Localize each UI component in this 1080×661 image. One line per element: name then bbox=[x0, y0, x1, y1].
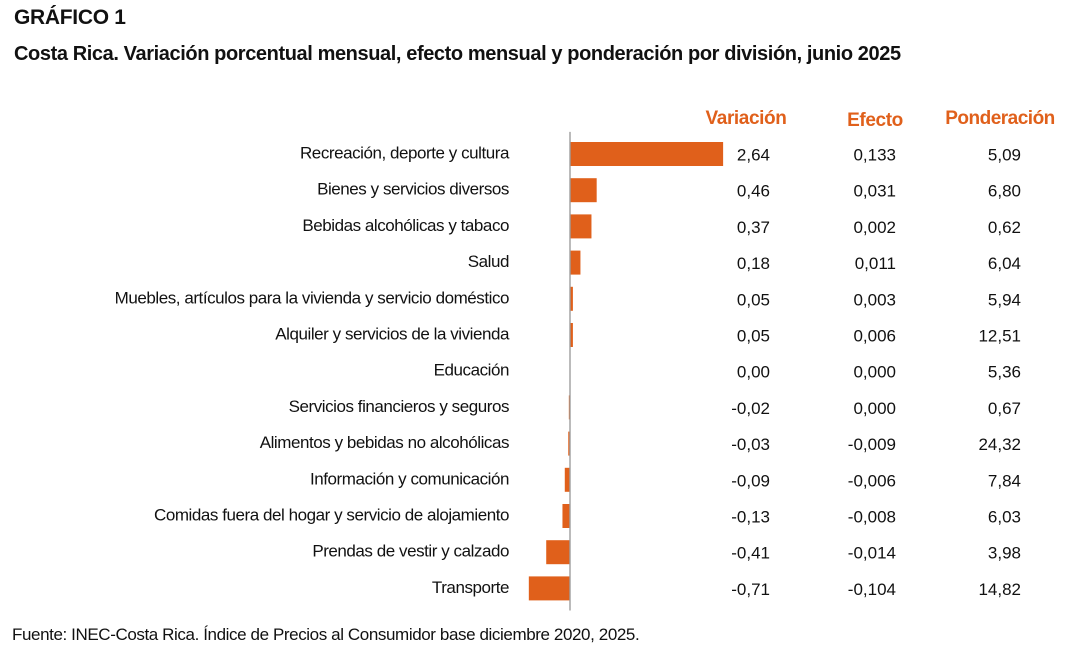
bar-variacion bbox=[568, 431, 570, 456]
bar-variacion bbox=[570, 142, 724, 166]
bar-variacion bbox=[564, 467, 570, 492]
value-efecto: 0,000 bbox=[853, 399, 896, 418]
category-label: Educación bbox=[434, 361, 509, 380]
category-label: Servicios financieros y seguros bbox=[289, 397, 509, 416]
value-ponderacion: 6,03 bbox=[988, 507, 1021, 526]
category-label: Alquiler y servicios de la vivienda bbox=[275, 324, 510, 343]
category-label: Muebles, artículos para la vivienda y se… bbox=[115, 288, 509, 307]
chart-subtitle: Costa Rica. Variación porcentual mensual… bbox=[14, 43, 901, 65]
value-ponderacion: 7,84 bbox=[988, 471, 1021, 490]
value-efecto: 0,031 bbox=[853, 182, 896, 201]
category-label: Bienes y servicios diversos bbox=[317, 180, 509, 199]
chart-title: GRÁFICO 1 bbox=[14, 6, 126, 29]
value-variacion: 2,64 bbox=[737, 145, 770, 164]
value-ponderacion: 3,98 bbox=[988, 544, 1021, 563]
value-variacion: -0,41 bbox=[731, 544, 770, 563]
value-ponderacion: 0,62 bbox=[988, 218, 1021, 237]
bar-variacion bbox=[570, 250, 581, 275]
bar-variacion bbox=[562, 504, 570, 528]
source-note: Fuente: INEC-Costa Rica. Índice de Preci… bbox=[12, 625, 640, 644]
column-header-efecto: Efecto bbox=[847, 110, 903, 131]
value-variacion: 0,05 bbox=[737, 290, 770, 309]
value-efecto: 0,133 bbox=[853, 145, 896, 164]
value-ponderacion: 14,82 bbox=[978, 580, 1021, 599]
value-efecto: 0,003 bbox=[853, 290, 896, 309]
value-efecto: -0,104 bbox=[848, 580, 896, 599]
value-ponderacion: 5,94 bbox=[988, 290, 1021, 309]
value-ponderacion: 6,04 bbox=[988, 254, 1021, 273]
value-efecto: -0,008 bbox=[848, 507, 896, 526]
value-efecto: -0,006 bbox=[848, 471, 896, 490]
value-ponderacion: 5,09 bbox=[988, 145, 1021, 164]
value-variacion: -0,02 bbox=[731, 399, 770, 418]
category-label: Recreación, deporte y cultura bbox=[300, 143, 510, 162]
value-ponderacion: 12,51 bbox=[978, 326, 1021, 345]
bar-variacion bbox=[570, 178, 597, 203]
value-ponderacion: 24,32 bbox=[978, 435, 1021, 454]
value-ponderacion: 5,36 bbox=[988, 363, 1021, 382]
column-header-ponderacion: Ponderación bbox=[945, 108, 1055, 129]
value-variacion: -0,13 bbox=[731, 507, 770, 526]
value-ponderacion: 0,67 bbox=[988, 399, 1021, 418]
category-label: Alimentos y bebidas no alcohólicas bbox=[260, 433, 509, 452]
category-label: Bebidas alcohólicas y tabaco bbox=[302, 216, 509, 235]
value-efecto: 0,011 bbox=[855, 254, 896, 273]
value-variacion: 0,00 bbox=[737, 363, 770, 382]
value-variacion: 0,46 bbox=[737, 182, 770, 201]
category-label: Comidas fuera del hogar y servicio de al… bbox=[154, 505, 509, 524]
value-variacion: 0,18 bbox=[737, 254, 770, 273]
value-efecto: 0,006 bbox=[853, 326, 896, 345]
value-variacion: -0,09 bbox=[731, 471, 770, 490]
value-efecto: -0,014 bbox=[848, 544, 896, 563]
value-ponderacion: 6,80 bbox=[988, 182, 1021, 201]
bar-variacion bbox=[570, 323, 573, 347]
bar-variacion bbox=[528, 576, 570, 601]
value-efecto: 0,000 bbox=[853, 363, 896, 382]
value-efecto: 0,002 bbox=[853, 218, 896, 237]
bar-variacion bbox=[546, 540, 570, 565]
column-header-variacion: Variación bbox=[706, 108, 787, 129]
value-variacion: -0,03 bbox=[731, 435, 770, 454]
category-label: Salud bbox=[468, 252, 509, 271]
bar-variacion bbox=[570, 214, 592, 239]
value-efecto: -0,009 bbox=[848, 435, 896, 454]
value-variacion: 0,37 bbox=[737, 218, 770, 237]
category-label: Transporte bbox=[432, 578, 509, 597]
value-variacion: 0,05 bbox=[737, 326, 770, 345]
bar-variacion bbox=[570, 286, 573, 311]
value-variacion: -0,71 bbox=[731, 580, 770, 599]
category-label: Información y comunicación bbox=[310, 469, 509, 488]
category-label: Prendas de vestir y calzado bbox=[312, 542, 509, 561]
